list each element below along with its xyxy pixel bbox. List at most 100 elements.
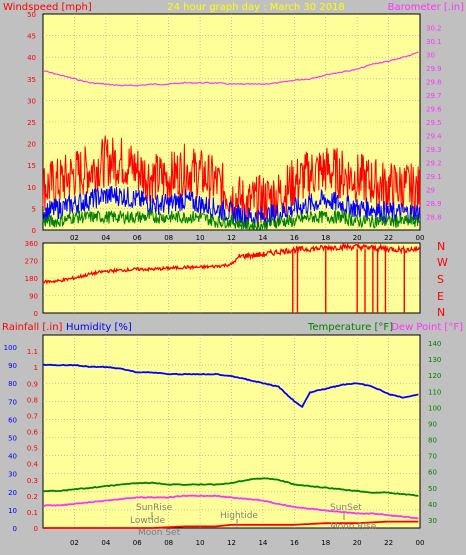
barometer-y-tick-labels: 28.8 28.9 29 29.1 29.2 29.3 29.4 29.5 29.6 29.7 29… (426, 25, 442, 222)
rainfall-line (43, 520, 419, 529)
humidity-tick-label: 50 (8, 435, 17, 443)
moonset-label: Moon Set (138, 528, 181, 538)
wind-x-tick: 10 (196, 234, 205, 242)
compass-label-e: E (437, 290, 444, 303)
climate-x-tick: 10 (196, 539, 205, 547)
temperature-tick-label: 100 (428, 404, 441, 412)
climate-x-tick: 16 (290, 539, 299, 547)
wind-y-tick-labels: 0 5 10 15 20 25 30 35 40 45 50 (27, 11, 36, 235)
wind-tick-label: 20 (27, 141, 36, 149)
climate-x-tick-labels: 02 04 06 08 10 12 14 16 18 20 22 00 (70, 539, 425, 547)
humidity-line (42, 363, 419, 409)
wind-x-tick: 02 (70, 234, 79, 242)
humidity-tick-label: 100 (4, 344, 17, 352)
wind-series (42, 51, 421, 231)
barometer-tick-label: 30.2 (426, 25, 442, 33)
humidity-y-tick-labels: 0 10 20 30 40 50 60 70 80 90 100 (4, 344, 17, 533)
humidity-tick-label: 60 (8, 416, 17, 424)
direction-series (42, 242, 420, 313)
wind-x-tick: 16 (290, 234, 299, 242)
barometer-tick-label: 29.5 (426, 119, 442, 127)
chart-title: 24 hour graph day : March 30 2018 (167, 2, 345, 13)
barometer-tick-label: 29.4 (426, 133, 442, 141)
climate-x-tick: 12 (227, 539, 236, 547)
wind-x-tick-labels: 02 04 06 08 10 12 14 16 18 20 22 00 (70, 234, 425, 242)
barometer-tick-label: 28.8 (426, 214, 442, 222)
wind-average-trace (42, 186, 421, 228)
compass-label-n-bottom: N (437, 306, 445, 319)
climate-x-tick: 22 (384, 539, 393, 547)
sunset-label: SunSet (330, 503, 362, 513)
rainfall-tick-label: 0.7 (27, 412, 38, 420)
wind-direction-trace (42, 242, 420, 285)
rainfall-tick-label: 0.3 (27, 477, 38, 485)
rainfall-tick-label: 1 (34, 364, 38, 372)
rainfall-axis-title: Rainfall [.in] (2, 322, 63, 333)
lowtide-label: Lowtide (130, 516, 165, 526)
barometer-tick-label: 29.8 (426, 79, 442, 87)
compass-label-w: W (437, 256, 448, 269)
wind-low-trace (42, 209, 421, 231)
barometer-tick-label: 29.9 (426, 65, 442, 73)
wind-x-tick: 08 (164, 234, 173, 242)
climate-x-tick: 02 (70, 539, 79, 547)
wind-tick-label: 10 (27, 184, 36, 192)
dewpoint-axis-title: Dew Point [°F] (391, 322, 463, 333)
wind-x-tick: 14 (258, 234, 267, 242)
temperature-tick-label: 90 (428, 420, 437, 428)
barometer-tick-label: 29.1 (426, 173, 442, 181)
rainfall-tick-label: 0.5 (27, 445, 38, 453)
direction-y-tick-labels: 0 90 180 270 360 (25, 240, 38, 318)
temperature-tick-label: 120 (428, 372, 441, 380)
rainfall-tick-label: 0.9 (27, 380, 38, 388)
hightide-label: Hightide (220, 511, 258, 521)
sunrise-label: SunRise (136, 503, 173, 513)
wind-tick-label: 35 (27, 76, 36, 84)
direction-plot-area (42, 242, 421, 314)
humidity-tick-label: 20 (8, 489, 17, 497)
temperature-tick-label: 140 (428, 340, 441, 348)
climate-x-tick: 04 (101, 539, 110, 547)
climate-x-tick: 06 (133, 539, 142, 547)
rainfall-tick-label: 1.1 (27, 348, 38, 356)
humidity-tick-label: 10 (8, 507, 17, 515)
rainfall-tick-label: 0.6 (27, 429, 39, 437)
rainfall-tick-label: 0 (34, 525, 38, 533)
barometer-axis-title: Barometer [.in] (388, 2, 464, 13)
dewpoint-line (42, 494, 419, 520)
direction-tick-label: 360 (25, 240, 38, 248)
humidity-tick-label: 30 (8, 471, 17, 479)
barometer-tick-label: 29.6 (426, 106, 442, 114)
rainfall-tick-label: 0.4 (27, 461, 39, 469)
temperature-line (42, 477, 419, 497)
climate-x-tick: 18 (321, 539, 330, 547)
wind-tick-label: 30 (27, 97, 36, 105)
temperature-tick-label: 60 (428, 469, 437, 477)
direction-tick-label: 0 (34, 310, 38, 318)
wind-x-tick: 06 (133, 234, 142, 242)
wind-tick-label: 25 (27, 119, 36, 127)
temperature-tick-label: 70 (428, 453, 437, 461)
barometer-tick-label: 29.3 (426, 146, 442, 154)
wind-x-tick: 04 (101, 234, 110, 242)
climate-grid (43, 335, 420, 528)
barometer-tick-label: 29.7 (426, 92, 442, 100)
climate-x-tick: 00 (416, 539, 425, 547)
temperature-tick-label: 50 (428, 485, 437, 493)
barometer-line (42, 51, 419, 87)
direction-tick-label: 180 (25, 275, 38, 283)
barometer-tick-label: 30.1 (426, 38, 442, 46)
climate-x-tick: 08 (164, 539, 173, 547)
compass-label-s: S (437, 273, 444, 286)
direction-tick-label: 90 (29, 293, 38, 301)
temperature-axis-title: Temperature [°F] (307, 322, 393, 333)
wind-tick-label: 0 (32, 227, 36, 235)
climate-x-tick: 14 (258, 539, 267, 547)
astro-annotations: SunRise Lowtide Moon Set Hightide SunSet… (130, 503, 377, 538)
direction-tick-label: 270 (25, 258, 38, 266)
climate-series (42, 363, 419, 529)
rainfall-tick-label: 0.8 (27, 396, 38, 404)
temperature-tick-label: 30 (428, 517, 437, 525)
humidity-tick-label: 70 (8, 398, 17, 406)
